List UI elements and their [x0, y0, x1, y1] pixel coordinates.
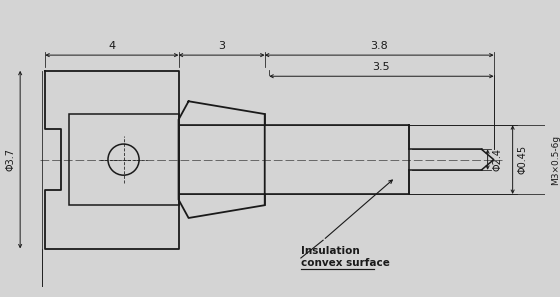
Text: 3.8: 3.8 — [370, 41, 388, 51]
Text: convex surface: convex surface — [301, 258, 390, 268]
Text: Φ3.7: Φ3.7 — [6, 148, 16, 171]
Text: Insulation: Insulation — [301, 246, 360, 256]
Text: Φ0.45: Φ0.45 — [517, 145, 527, 174]
Text: 3: 3 — [218, 41, 225, 51]
Text: 3.5: 3.5 — [372, 62, 390, 72]
Text: M3×0.5-6g: M3×0.5-6g — [552, 135, 560, 185]
Text: Φ2.4: Φ2.4 — [492, 148, 502, 171]
Text: 4: 4 — [108, 41, 115, 51]
Bar — [68, 114, 179, 205]
